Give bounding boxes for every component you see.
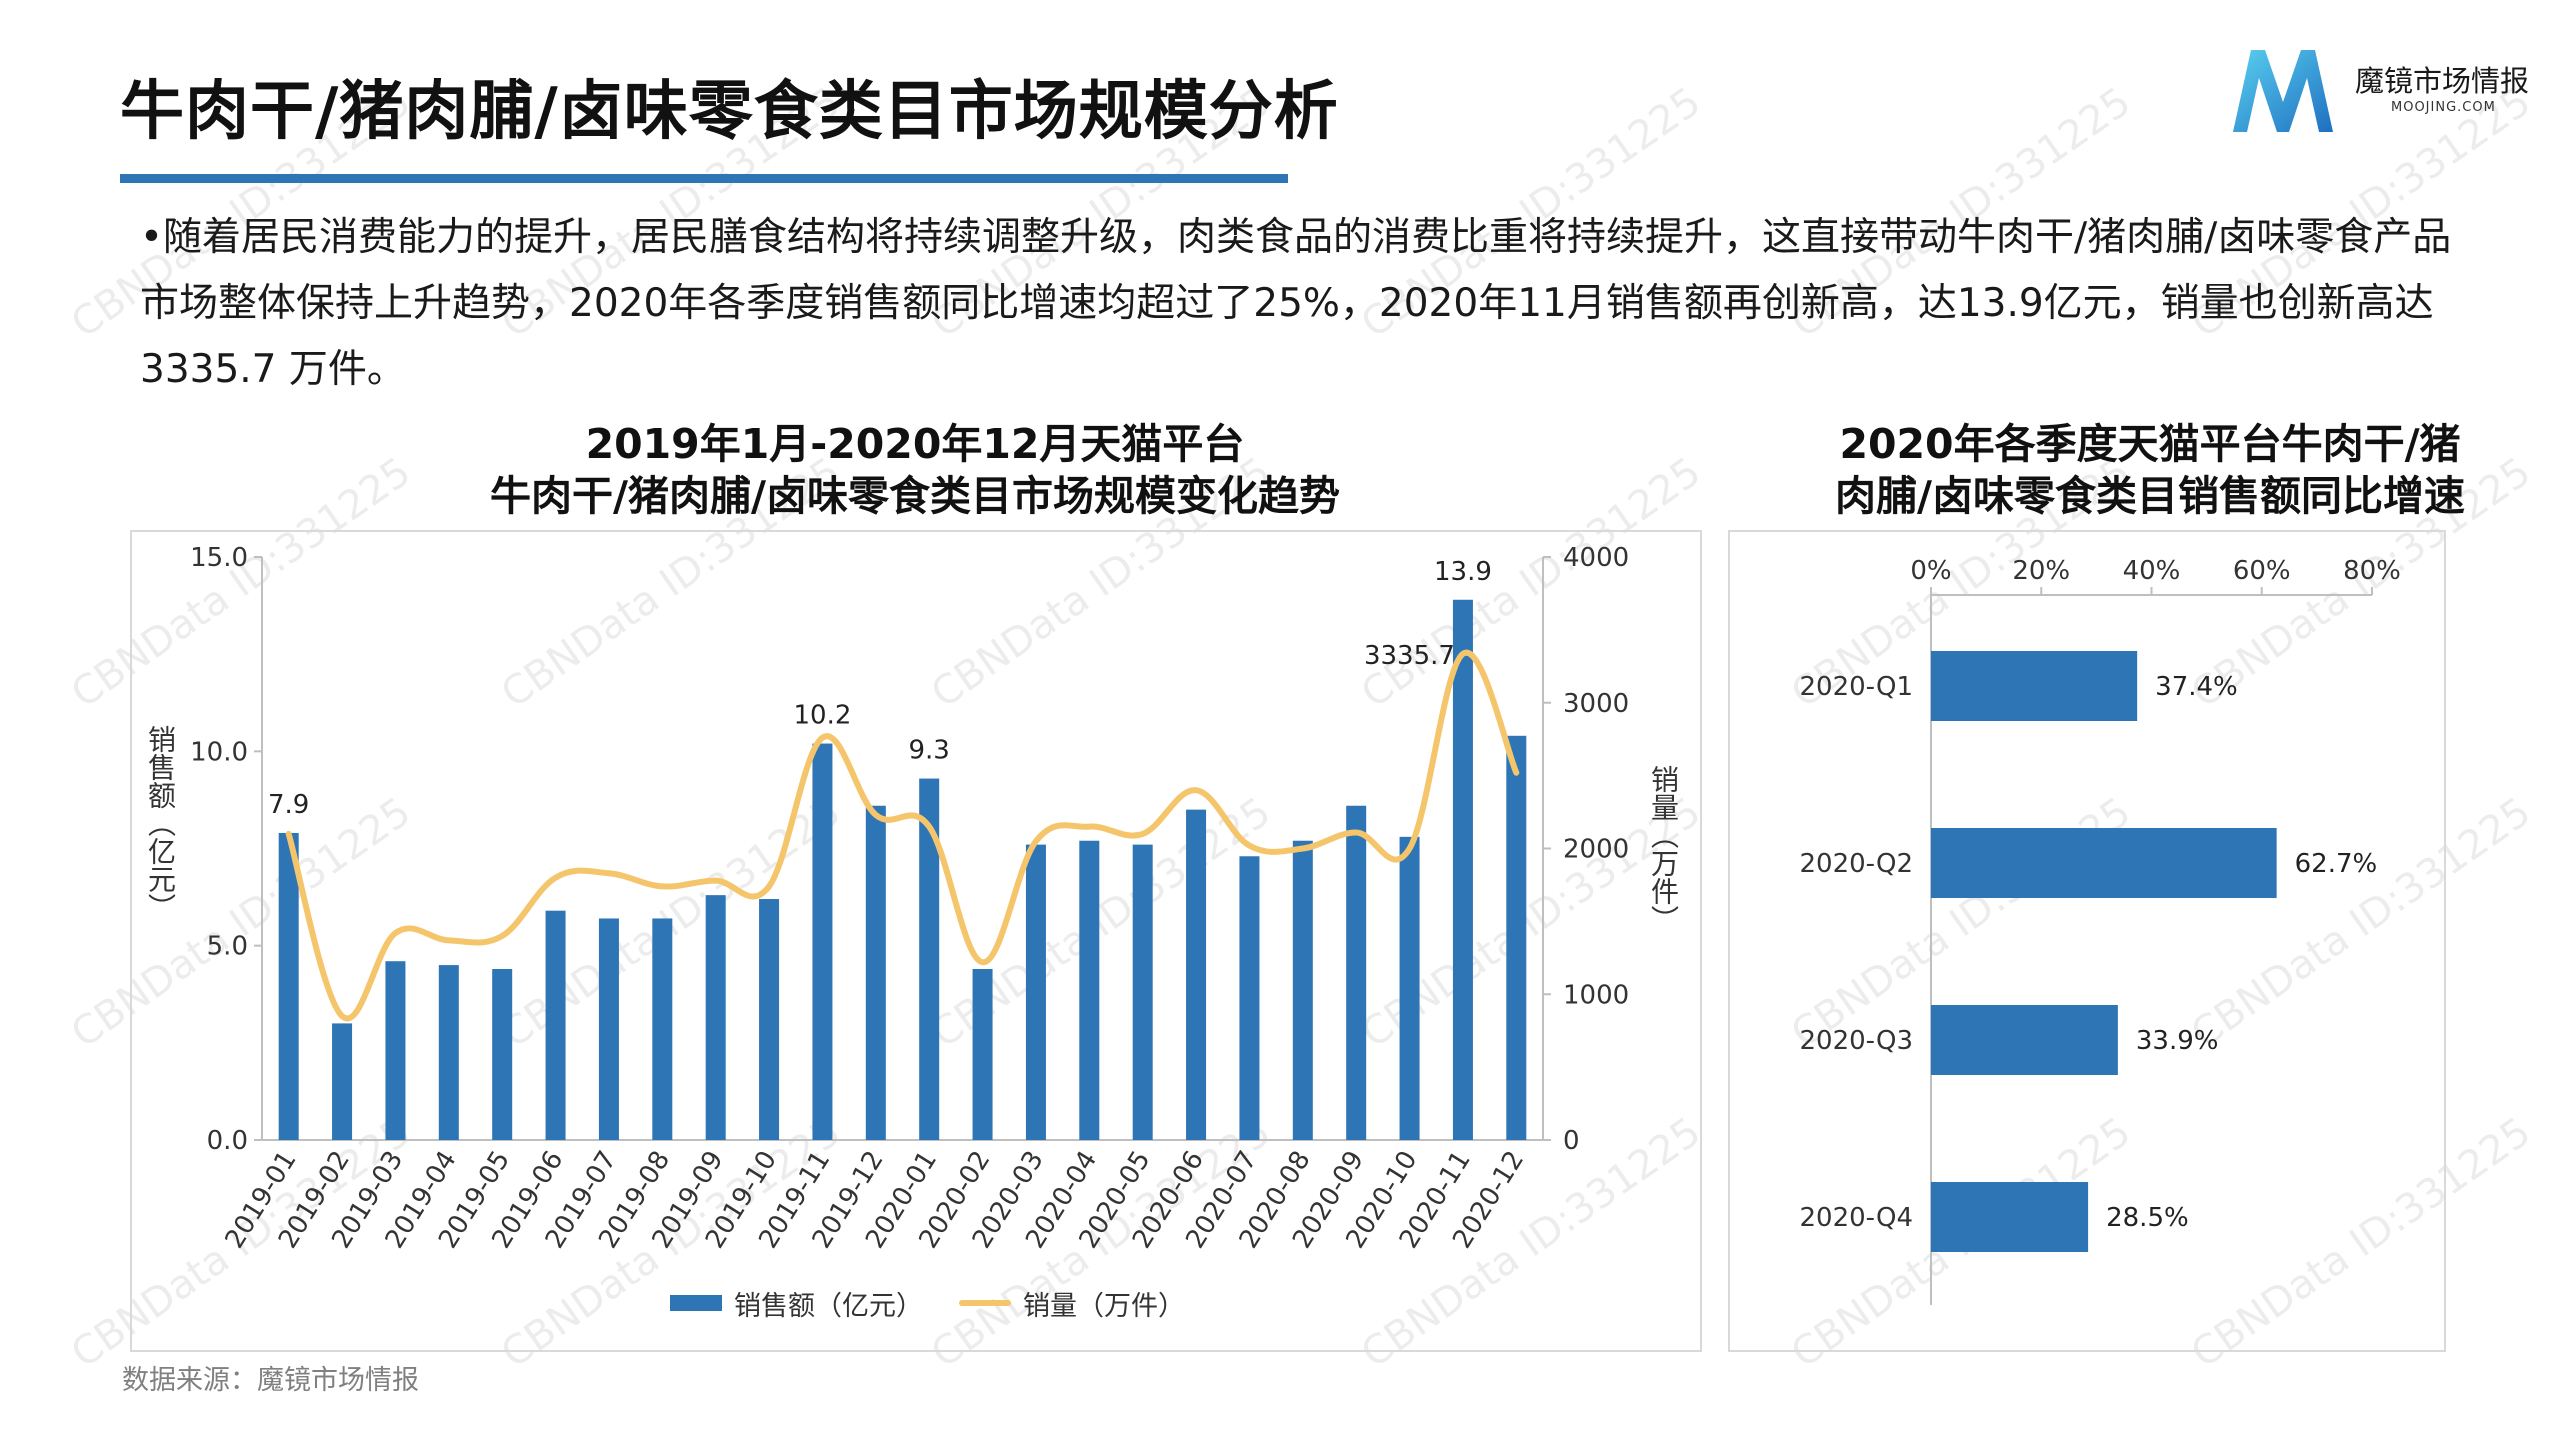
legend-bar-swatch [670,1295,722,1311]
summary-text: •随着居民消费能力的提升，居民膳食结构将持续调整升级，肉类食品的消费比重将持续提… [140,215,2452,392]
right-chart-title-line2: 肉脯/卤味零食类目销售额同比增速 [1835,472,2465,520]
right-chart-panel [1728,530,2446,1352]
chart-legend: 销售额（亿元） 销量（万件） [670,1285,1185,1322]
right-chart-title-line1: 2020年各季度天猫平台牛肉干/猪 [1839,420,2461,468]
logo-name: 魔镜市场情报 [2355,64,2530,98]
left-chart-panel [130,530,1702,1352]
title-underline [120,174,1288,183]
right-chart-title: 2020年各季度天猫平台牛肉干/猪 肉脯/卤味零食类目销售额同比增速 [1730,418,2560,522]
left-chart-title: 2019年1月-2020年12月天猫平台 牛肉干/猪肉脯/卤味零食类目市场规模变… [130,418,1700,522]
logo-mark-icon [2233,50,2333,132]
page-title: 牛肉干/猪肉脯/卤味零食类目市场规模分析 [120,75,1339,149]
legend-label-volume: 销量（万件） [1023,1290,1185,1322]
legend-line-swatch [959,1300,1011,1306]
left-chart-title-line1: 2019年1月-2020年12月天猫平台 [585,420,1245,468]
y-axis-right-label: 销量（万件） [1647,765,1680,933]
legend-label-sales: 销售额（亿元） [734,1290,923,1322]
left-chart-title-line2: 牛肉干/猪肉脯/卤味零食类目市场规模变化趋势 [490,472,1340,520]
data-source: 数据来源：魔镜市场情报 [122,1365,419,1396]
y-axis-left-label: 销售额（亿元） [144,725,177,921]
logo-subtitle: MOOJING.COM [2391,100,2496,115]
logo: 魔镜市场情报 MOOJING.COM [2225,40,2545,140]
